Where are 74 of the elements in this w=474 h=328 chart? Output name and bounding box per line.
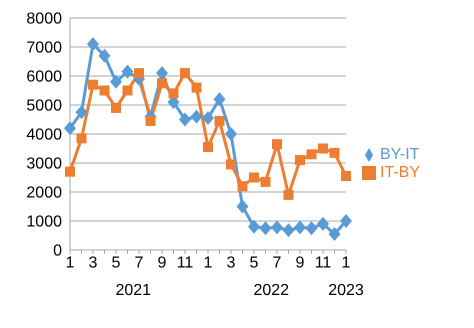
x-tick-label: 3 — [226, 254, 236, 272]
x-tick-label: 11 — [176, 254, 194, 272]
point — [110, 74, 122, 89]
point — [157, 78, 167, 88]
point — [64, 121, 76, 136]
point — [87, 37, 99, 52]
point — [146, 116, 156, 126]
point — [203, 142, 213, 152]
x-tick-label: 1 — [204, 254, 213, 272]
point — [317, 216, 329, 231]
point — [236, 200, 248, 214]
point — [156, 66, 168, 80]
y-tick-label: 5000 — [26, 98, 62, 115]
legend-label: IT-BY — [380, 164, 420, 181]
point — [226, 159, 236, 170]
point — [192, 82, 202, 93]
point — [284, 190, 294, 200]
text: 2021 — [114, 282, 152, 300]
point — [328, 227, 340, 242]
y-tick-label: 2000 — [26, 184, 62, 202]
point — [340, 214, 352, 228]
point — [248, 220, 260, 234]
point — [271, 220, 283, 234]
x-tick-label: 1 — [342, 254, 351, 272]
x-tick-label: 3 — [88, 254, 98, 272]
legend-label: BY-IT — [380, 146, 420, 163]
point — [341, 171, 351, 182]
point — [294, 220, 306, 234]
point — [100, 86, 110, 96]
point — [88, 80, 98, 90]
y-tick-label: 7000 — [26, 40, 62, 57]
y-tick-label: 0 — [53, 242, 62, 260]
x-tick-label: 1 — [66, 254, 75, 272]
point — [306, 221, 318, 236]
point — [65, 166, 75, 177]
point — [225, 127, 237, 141]
point — [306, 149, 316, 160]
y-tick-label: 1000 — [26, 214, 62, 231]
x-tick-label: 5 — [112, 254, 121, 272]
text: 2023 — [327, 282, 365, 300]
point — [272, 139, 282, 150]
point — [134, 68, 144, 78]
point — [122, 64, 134, 79]
point — [318, 144, 328, 154]
point — [180, 68, 190, 78]
point — [76, 133, 86, 144]
y-tick-label: 6000 — [26, 68, 62, 86]
point — [260, 221, 272, 236]
point — [260, 176, 270, 187]
y-tick-label: 3000 — [26, 156, 62, 173]
x-tick-label: 5 — [250, 254, 259, 272]
point — [111, 102, 121, 113]
x-tick-label: 11 — [314, 254, 332, 272]
point — [214, 92, 226, 106]
point — [238, 181, 248, 192]
x-tick-label: 7 — [134, 254, 144, 272]
point — [295, 155, 305, 166]
x-tick-label: 7 — [272, 254, 282, 272]
point — [179, 112, 191, 126]
point — [282, 223, 294, 238]
point — [202, 111, 214, 126]
y-tick-label: 4000 — [26, 126, 62, 144]
point — [214, 116, 224, 126]
point — [330, 148, 340, 158]
x-tick-label: 9 — [296, 254, 305, 272]
point — [190, 110, 202, 124]
point — [76, 105, 88, 120]
point — [122, 86, 132, 96]
point — [249, 172, 259, 182]
y-tick-label: 8000 — [26, 10, 62, 28]
point — [98, 48, 110, 63]
x-tick-label: 9 — [158, 254, 167, 272]
point — [168, 88, 178, 98]
text: 2022 — [252, 282, 290, 300]
